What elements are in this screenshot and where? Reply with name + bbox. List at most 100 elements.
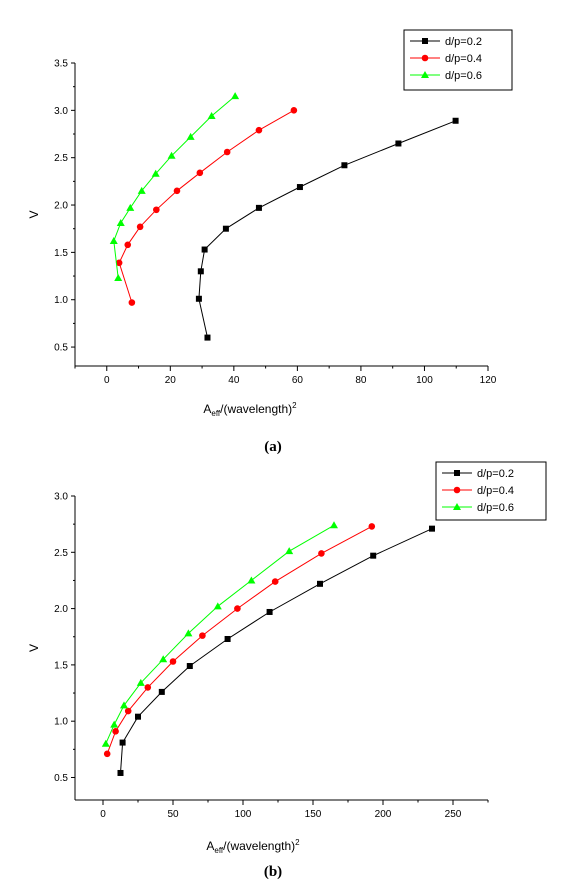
data-point xyxy=(184,629,193,637)
data-point xyxy=(330,521,338,529)
data-point xyxy=(452,117,459,124)
legend-marker xyxy=(421,54,429,62)
data-point xyxy=(255,126,263,134)
data-point xyxy=(124,707,132,715)
y-tick-label: 3.0 xyxy=(54,492,68,503)
data-point xyxy=(368,523,376,530)
data-point xyxy=(116,219,125,227)
figure-caption: (a) xyxy=(264,439,282,455)
data-point xyxy=(231,92,240,100)
data-point xyxy=(103,750,111,758)
data-point xyxy=(223,148,231,156)
data-point xyxy=(128,299,136,306)
y-tick-label: 2.5 xyxy=(54,548,68,559)
series-d-p-0-6 xyxy=(101,521,338,747)
x-axis-label: Aeff/(wavelength)2 xyxy=(206,838,300,855)
data-point xyxy=(114,273,123,281)
data-point xyxy=(136,678,145,686)
data-point xyxy=(318,550,325,557)
x-tick-label: 100 xyxy=(416,375,433,386)
legend-marker xyxy=(422,38,428,44)
data-point xyxy=(119,739,126,746)
data-point xyxy=(112,728,119,735)
data-point xyxy=(173,187,181,195)
data-point xyxy=(153,206,160,214)
data-point xyxy=(110,720,119,728)
data-point xyxy=(285,547,294,555)
series-line xyxy=(113,95,236,278)
data-point xyxy=(117,769,124,776)
legend-entry: d/p=0.2 xyxy=(477,468,514,480)
x-tick-label: 0 xyxy=(100,809,106,820)
legend-marker xyxy=(454,470,460,476)
data-point xyxy=(207,112,216,120)
x-axis-label: Aeff/(wavelength)2 xyxy=(203,401,297,418)
y-axis-label: V xyxy=(27,210,41,218)
data-point xyxy=(224,635,231,642)
data-point xyxy=(101,739,110,747)
legend-box xyxy=(403,29,513,91)
series-d-p-0-4 xyxy=(103,523,376,758)
legend-entry: d/p=0.4 xyxy=(445,53,482,65)
data-point xyxy=(201,246,208,253)
data-point xyxy=(144,684,152,691)
y-tick-label: 0.5 xyxy=(54,773,68,784)
data-point xyxy=(213,602,222,610)
data-point xyxy=(135,713,141,720)
data-point xyxy=(186,663,193,670)
data-point xyxy=(169,658,177,665)
data-point xyxy=(158,688,165,695)
legend-entry: d/p=0.4 xyxy=(477,485,514,497)
y-tick-label: 0.5 xyxy=(54,343,68,354)
data-point xyxy=(136,223,144,231)
legend-entry: d/p=0.2 xyxy=(445,36,482,48)
figure-caption: (b) xyxy=(264,864,282,880)
x-tick-label: 80 xyxy=(355,375,367,386)
data-point xyxy=(266,608,273,615)
data-point xyxy=(124,241,132,249)
data-point xyxy=(197,268,204,275)
y-tick-label: 3.5 xyxy=(54,59,68,70)
data-point xyxy=(255,204,262,211)
series-line xyxy=(198,120,456,338)
data-point xyxy=(222,225,229,232)
series-d-p-0-4 xyxy=(115,107,298,306)
x-tick-label: 50 xyxy=(167,809,179,820)
data-point xyxy=(204,334,211,341)
data-point xyxy=(370,552,377,559)
y-tick-label: 2.0 xyxy=(54,604,68,615)
y-tick-label: 1.5 xyxy=(54,660,68,671)
y-tick-label: 3.0 xyxy=(54,106,68,117)
legend-entry: d/p=0.6 xyxy=(445,70,482,82)
legend: d/p=0.2 d/p=0.4 d/p=0.6 xyxy=(435,461,547,521)
legend-marker xyxy=(453,486,461,494)
y-tick-label: 2.5 xyxy=(54,153,68,164)
x-tick-label: 200 xyxy=(375,809,392,820)
series-line xyxy=(118,109,295,303)
legend-entry: d/p=0.6 xyxy=(477,502,514,514)
x-tick-label: 20 xyxy=(165,375,177,386)
series-d-p-0-6 xyxy=(109,92,240,281)
series-line xyxy=(106,525,373,754)
series-line xyxy=(105,524,335,744)
y-tick-label: 1.0 xyxy=(54,295,68,306)
y-tick-label: 2.0 xyxy=(54,201,68,212)
data-point xyxy=(199,632,206,639)
data-point xyxy=(234,605,241,612)
data-point xyxy=(271,578,279,585)
series-d-p-0-2 xyxy=(117,525,435,776)
chart-a: 0.5 1.0 1.5 2.0 2.5 3.0 3.5 0 20 40 60 80 100 120 Aeff… xyxy=(27,29,513,455)
x-tick-label: 150 xyxy=(305,809,322,820)
data-point xyxy=(195,295,202,302)
legend-marker xyxy=(421,71,429,78)
x-tick-label: 40 xyxy=(228,375,240,386)
data-point xyxy=(186,132,195,140)
data-point xyxy=(109,237,118,245)
y-tick-label: 1.0 xyxy=(54,717,68,728)
x-tick-label: 250 xyxy=(445,809,462,820)
data-point xyxy=(395,140,402,147)
legend-marker xyxy=(453,503,461,510)
x-tick-label: 120 xyxy=(480,375,497,386)
series-d-p-0-2 xyxy=(195,117,459,341)
